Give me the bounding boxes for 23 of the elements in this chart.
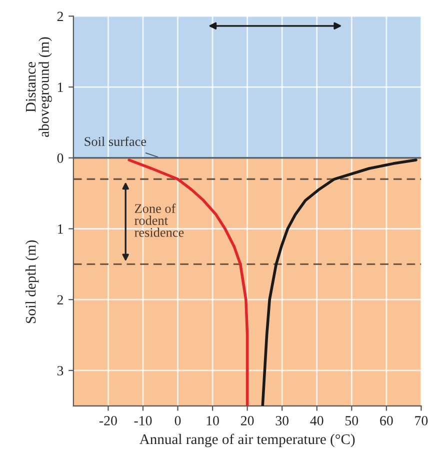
annotation: Zone of rodent residence (134, 204, 184, 237)
text: Distance aboveground (m) (26, 37, 52, 137)
x-tick-label: -20 (99, 416, 117, 426)
x-axis-title: Annual range of air temperature (°C) (139, 434, 355, 448)
y-tick-label: 0 (57, 153, 64, 163)
y-tick-label: 1 (58, 224, 63, 234)
x-tick-label: 50 (346, 416, 358, 426)
y-tick-label: 2 (57, 12, 63, 21)
x-tick-label: 0 (174, 416, 181, 426)
x-tick-label: -10 (134, 416, 152, 426)
y-tick-label: 3 (57, 366, 64, 376)
x-tick-label: 70 (415, 416, 428, 426)
line-series (261, 158, 418, 406)
y-tick-label: 2 (57, 295, 63, 304)
line-series (128, 158, 249, 406)
x-tick-label: 30 (276, 416, 289, 426)
x-tick-label: 60 (380, 416, 393, 426)
annotation: Soil surface (84, 136, 146, 146)
x-tick-label: 10 (206, 416, 219, 426)
x-tick-label: 40 (310, 416, 324, 426)
x-tick-label: 20 (240, 416, 254, 426)
y-tick-label: 1 (58, 82, 63, 92)
y-axis-title: Soil depth (m) (25, 240, 39, 324)
